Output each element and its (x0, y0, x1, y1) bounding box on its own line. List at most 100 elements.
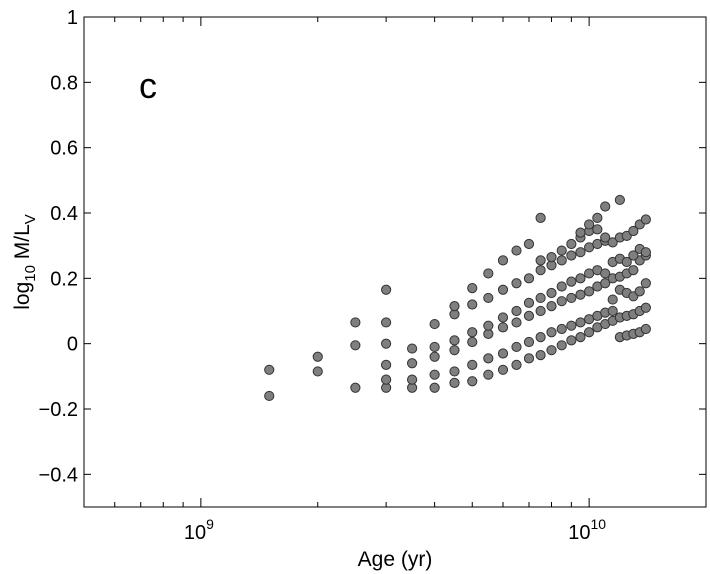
data-point (511, 278, 522, 289)
x-tick-label: 1010 (568, 516, 606, 544)
data-point (535, 350, 546, 361)
data-point (511, 317, 522, 328)
x-axis-label: Age (yr) (358, 548, 433, 571)
data-point (614, 194, 625, 206)
data-point (312, 351, 323, 362)
data-point (483, 320, 494, 331)
data-point (556, 245, 567, 256)
data-point (546, 287, 557, 299)
data-point (381, 374, 392, 385)
data-point (535, 212, 546, 223)
data-point (467, 336, 478, 348)
data-point (628, 225, 639, 237)
data-point (566, 320, 577, 331)
data-point (467, 376, 478, 387)
data-point (600, 278, 611, 289)
data-point (407, 374, 418, 385)
data-point (575, 332, 586, 343)
data-point (535, 265, 546, 276)
data-point (575, 289, 586, 300)
data-point (575, 227, 586, 238)
data-point (621, 256, 632, 268)
data-point (556, 340, 567, 351)
data-point (449, 345, 460, 356)
y-tick-labels: −0.4 −0.2 0 0.2 0.4 0.6 0.8 1 (39, 7, 78, 486)
data-point (429, 351, 440, 362)
data-point (634, 286, 645, 297)
data-point (556, 255, 567, 266)
data-point (600, 232, 611, 243)
data-point (575, 273, 586, 284)
data-point (264, 364, 275, 375)
data-point (566, 335, 577, 346)
data-point (556, 281, 567, 292)
y-tick-label: −0.4 (39, 464, 78, 486)
y-tick-label: 0.8 (50, 72, 78, 94)
data-point (381, 338, 392, 349)
data-point (566, 276, 577, 287)
data-point (497, 255, 509, 266)
data-point (264, 390, 275, 402)
data-point (584, 327, 595, 338)
data-point (449, 301, 460, 312)
data-point (483, 292, 494, 304)
data-point (449, 377, 460, 388)
data-point (556, 323, 567, 335)
data-point (350, 340, 361, 351)
data-point (566, 250, 577, 261)
data-point (511, 305, 522, 317)
x-tick-label: 109 (184, 516, 214, 544)
y-tick-label: 1 (67, 7, 78, 29)
data-point (575, 317, 586, 328)
data-point (546, 252, 557, 263)
data-point (523, 238, 535, 250)
data-point (407, 358, 418, 369)
data-point (449, 335, 460, 346)
data-point (497, 364, 509, 375)
y-axis-label: log10 M/LV (11, 214, 39, 310)
data-point (497, 348, 509, 359)
data-point (546, 345, 557, 356)
data-point (497, 312, 509, 323)
data-point (566, 292, 577, 304)
data-point (556, 296, 567, 307)
data-point (523, 336, 535, 348)
data-point (511, 245, 522, 256)
data-point (535, 305, 546, 317)
data-point (511, 359, 522, 370)
x-tick-labels: 109 1010 (184, 516, 606, 544)
data-point (312, 366, 323, 377)
data-point (449, 366, 460, 377)
data-point (640, 323, 651, 335)
data-point (467, 299, 478, 310)
y-tick-label: −0.2 (39, 399, 78, 421)
data-point (523, 310, 535, 321)
data-point (607, 294, 618, 305)
data-point (467, 359, 478, 370)
data-point (546, 301, 557, 312)
data-point (640, 247, 651, 258)
data-point (350, 317, 361, 328)
y-tick-label: 0 (67, 334, 78, 356)
data-point (607, 305, 618, 317)
data-point (640, 278, 651, 289)
data-points (264, 194, 651, 402)
data-point (429, 318, 440, 330)
data-point (407, 343, 418, 354)
data-point (600, 268, 611, 279)
data-point (483, 353, 494, 364)
data-point (640, 302, 651, 313)
data-point (640, 214, 651, 225)
data-point (600, 201, 611, 212)
major-ticks (84, 16, 706, 507)
data-point (483, 369, 494, 380)
data-point (592, 212, 603, 223)
data-point (523, 273, 535, 284)
data-point (535, 255, 546, 266)
y-tick-label: 0.2 (50, 268, 78, 290)
data-point (546, 327, 557, 338)
data-point (467, 327, 478, 338)
minor-ticks (83, 17, 707, 507)
data-point (566, 238, 577, 250)
